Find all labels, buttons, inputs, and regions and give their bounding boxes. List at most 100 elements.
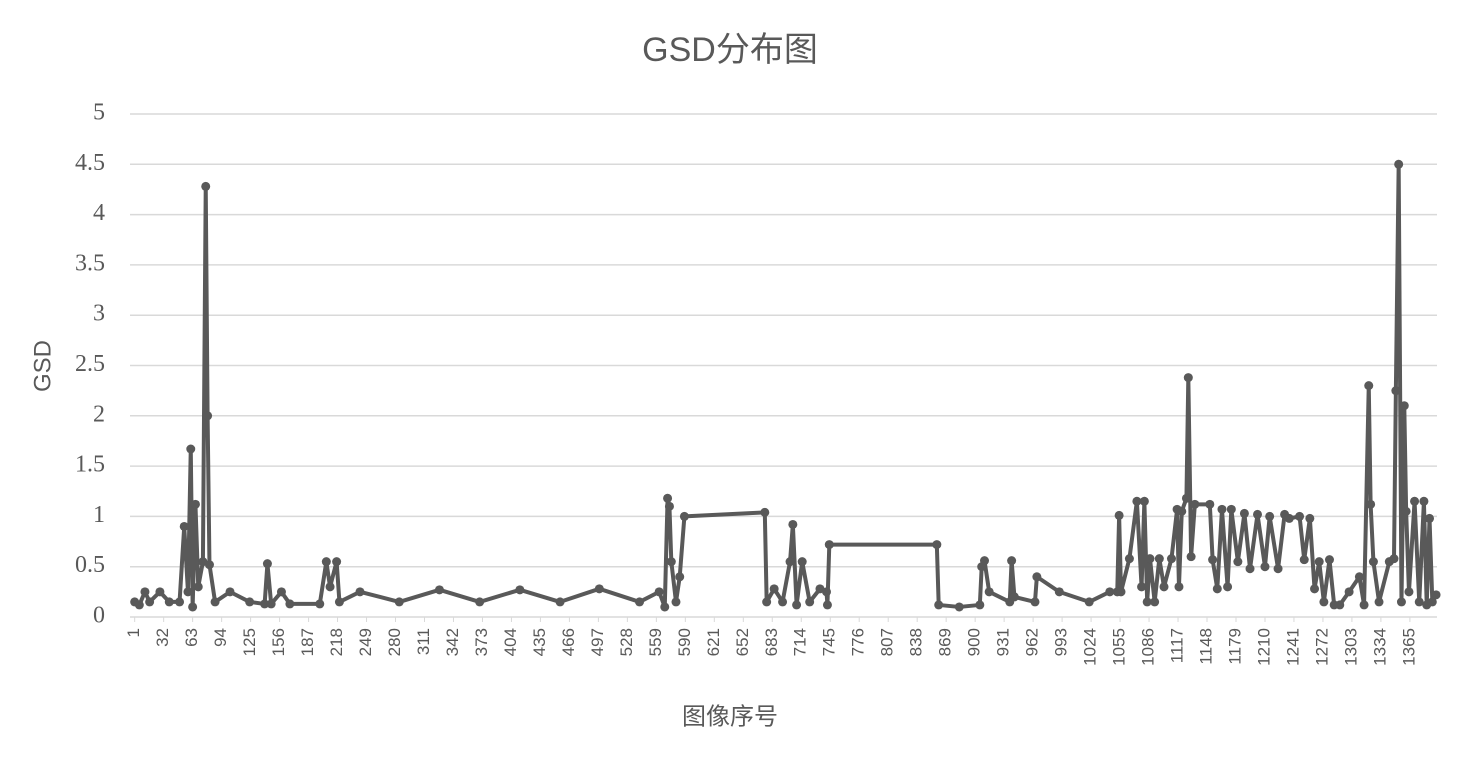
point [1030, 597, 1040, 607]
point [1404, 587, 1414, 597]
x-tick-label: 962 [1023, 628, 1042, 656]
point [934, 600, 944, 610]
x-tick-label: 1334 [1370, 628, 1389, 666]
point [824, 540, 834, 550]
point [175, 597, 185, 607]
x-tick-label: 1210 [1254, 628, 1273, 666]
point [321, 557, 331, 567]
point [797, 557, 807, 567]
point [785, 557, 795, 567]
y-tick-label: 3.5 [75, 250, 105, 276]
x-tick-label: 280 [385, 628, 404, 656]
point [671, 597, 681, 607]
point [1181, 493, 1191, 503]
point [266, 599, 276, 609]
point [164, 597, 174, 607]
point [210, 597, 220, 607]
point [1265, 511, 1275, 521]
point [1159, 582, 1169, 592]
x-tick-label: 218 [327, 628, 346, 656]
series-line [133, 162, 1438, 609]
point [762, 597, 772, 607]
point [1374, 597, 1384, 607]
x-tick-label: 931 [994, 628, 1013, 656]
point [355, 587, 365, 597]
y-tick-label: 5 [93, 100, 105, 126]
point [822, 587, 832, 597]
x-tick-label: 435 [530, 628, 549, 656]
point [1166, 554, 1176, 564]
point [1233, 557, 1243, 567]
x-tick-label: 1117 [1168, 628, 1187, 663]
x-tick-label: 1 [124, 628, 143, 637]
point [555, 597, 565, 607]
point [1208, 555, 1218, 565]
point [1186, 552, 1196, 562]
x-tick-label: 404 [501, 628, 520, 656]
y-tick-label: 4 [93, 200, 105, 226]
x-tick-label: 745 [820, 628, 839, 656]
x-tick-label: 807 [878, 628, 897, 656]
point [145, 597, 155, 607]
point [1344, 587, 1354, 597]
point [654, 587, 664, 597]
point [1223, 582, 1233, 592]
x-tick-label: 621 [704, 628, 723, 656]
point [1205, 499, 1215, 509]
point [1183, 373, 1193, 383]
point [203, 411, 213, 421]
point [788, 519, 798, 529]
point [183, 587, 193, 597]
point [134, 600, 144, 610]
point [792, 600, 802, 610]
point [1212, 584, 1222, 594]
point [1359, 600, 1369, 610]
point [1396, 597, 1406, 607]
point [186, 444, 196, 454]
x-tick-label: 776 [849, 628, 868, 656]
point [394, 597, 404, 607]
point [1116, 587, 1126, 597]
point [1174, 582, 1184, 592]
point [932, 540, 942, 550]
point [980, 556, 990, 566]
point [666, 557, 676, 567]
y-tick-label: 1.5 [75, 452, 105, 478]
point [984, 587, 994, 597]
point [1319, 597, 1329, 607]
point [1399, 401, 1409, 411]
point [975, 600, 985, 610]
point [1032, 572, 1042, 582]
x-axis-label: 图像序号 [682, 703, 778, 730]
point [663, 493, 673, 503]
x-tick-label: 993 [1052, 628, 1071, 656]
point [188, 602, 198, 612]
point [515, 585, 525, 595]
y-tick-label: 2.5 [75, 351, 105, 377]
point [1335, 600, 1345, 610]
point [193, 582, 203, 592]
y-tick-label: 0.5 [75, 552, 105, 578]
point [1245, 564, 1255, 574]
point [1368, 557, 1378, 567]
point [769, 584, 779, 594]
point [315, 599, 325, 609]
x-tick-label: 838 [907, 628, 926, 656]
point [475, 597, 485, 607]
point [190, 499, 200, 509]
x-tick-label: 652 [733, 628, 752, 656]
point [664, 501, 674, 511]
point [332, 557, 342, 567]
point [1084, 597, 1094, 607]
point [325, 582, 335, 592]
y-tick-label: 0 [93, 603, 105, 629]
y-axis-label: GSD [29, 340, 56, 392]
point [1150, 597, 1160, 607]
x-tick-label: 125 [240, 628, 259, 656]
point [1009, 592, 1019, 602]
point [1217, 504, 1227, 514]
y-tick-label: 2 [93, 401, 105, 427]
point [1299, 555, 1309, 565]
x-tick-label: 373 [472, 628, 491, 656]
